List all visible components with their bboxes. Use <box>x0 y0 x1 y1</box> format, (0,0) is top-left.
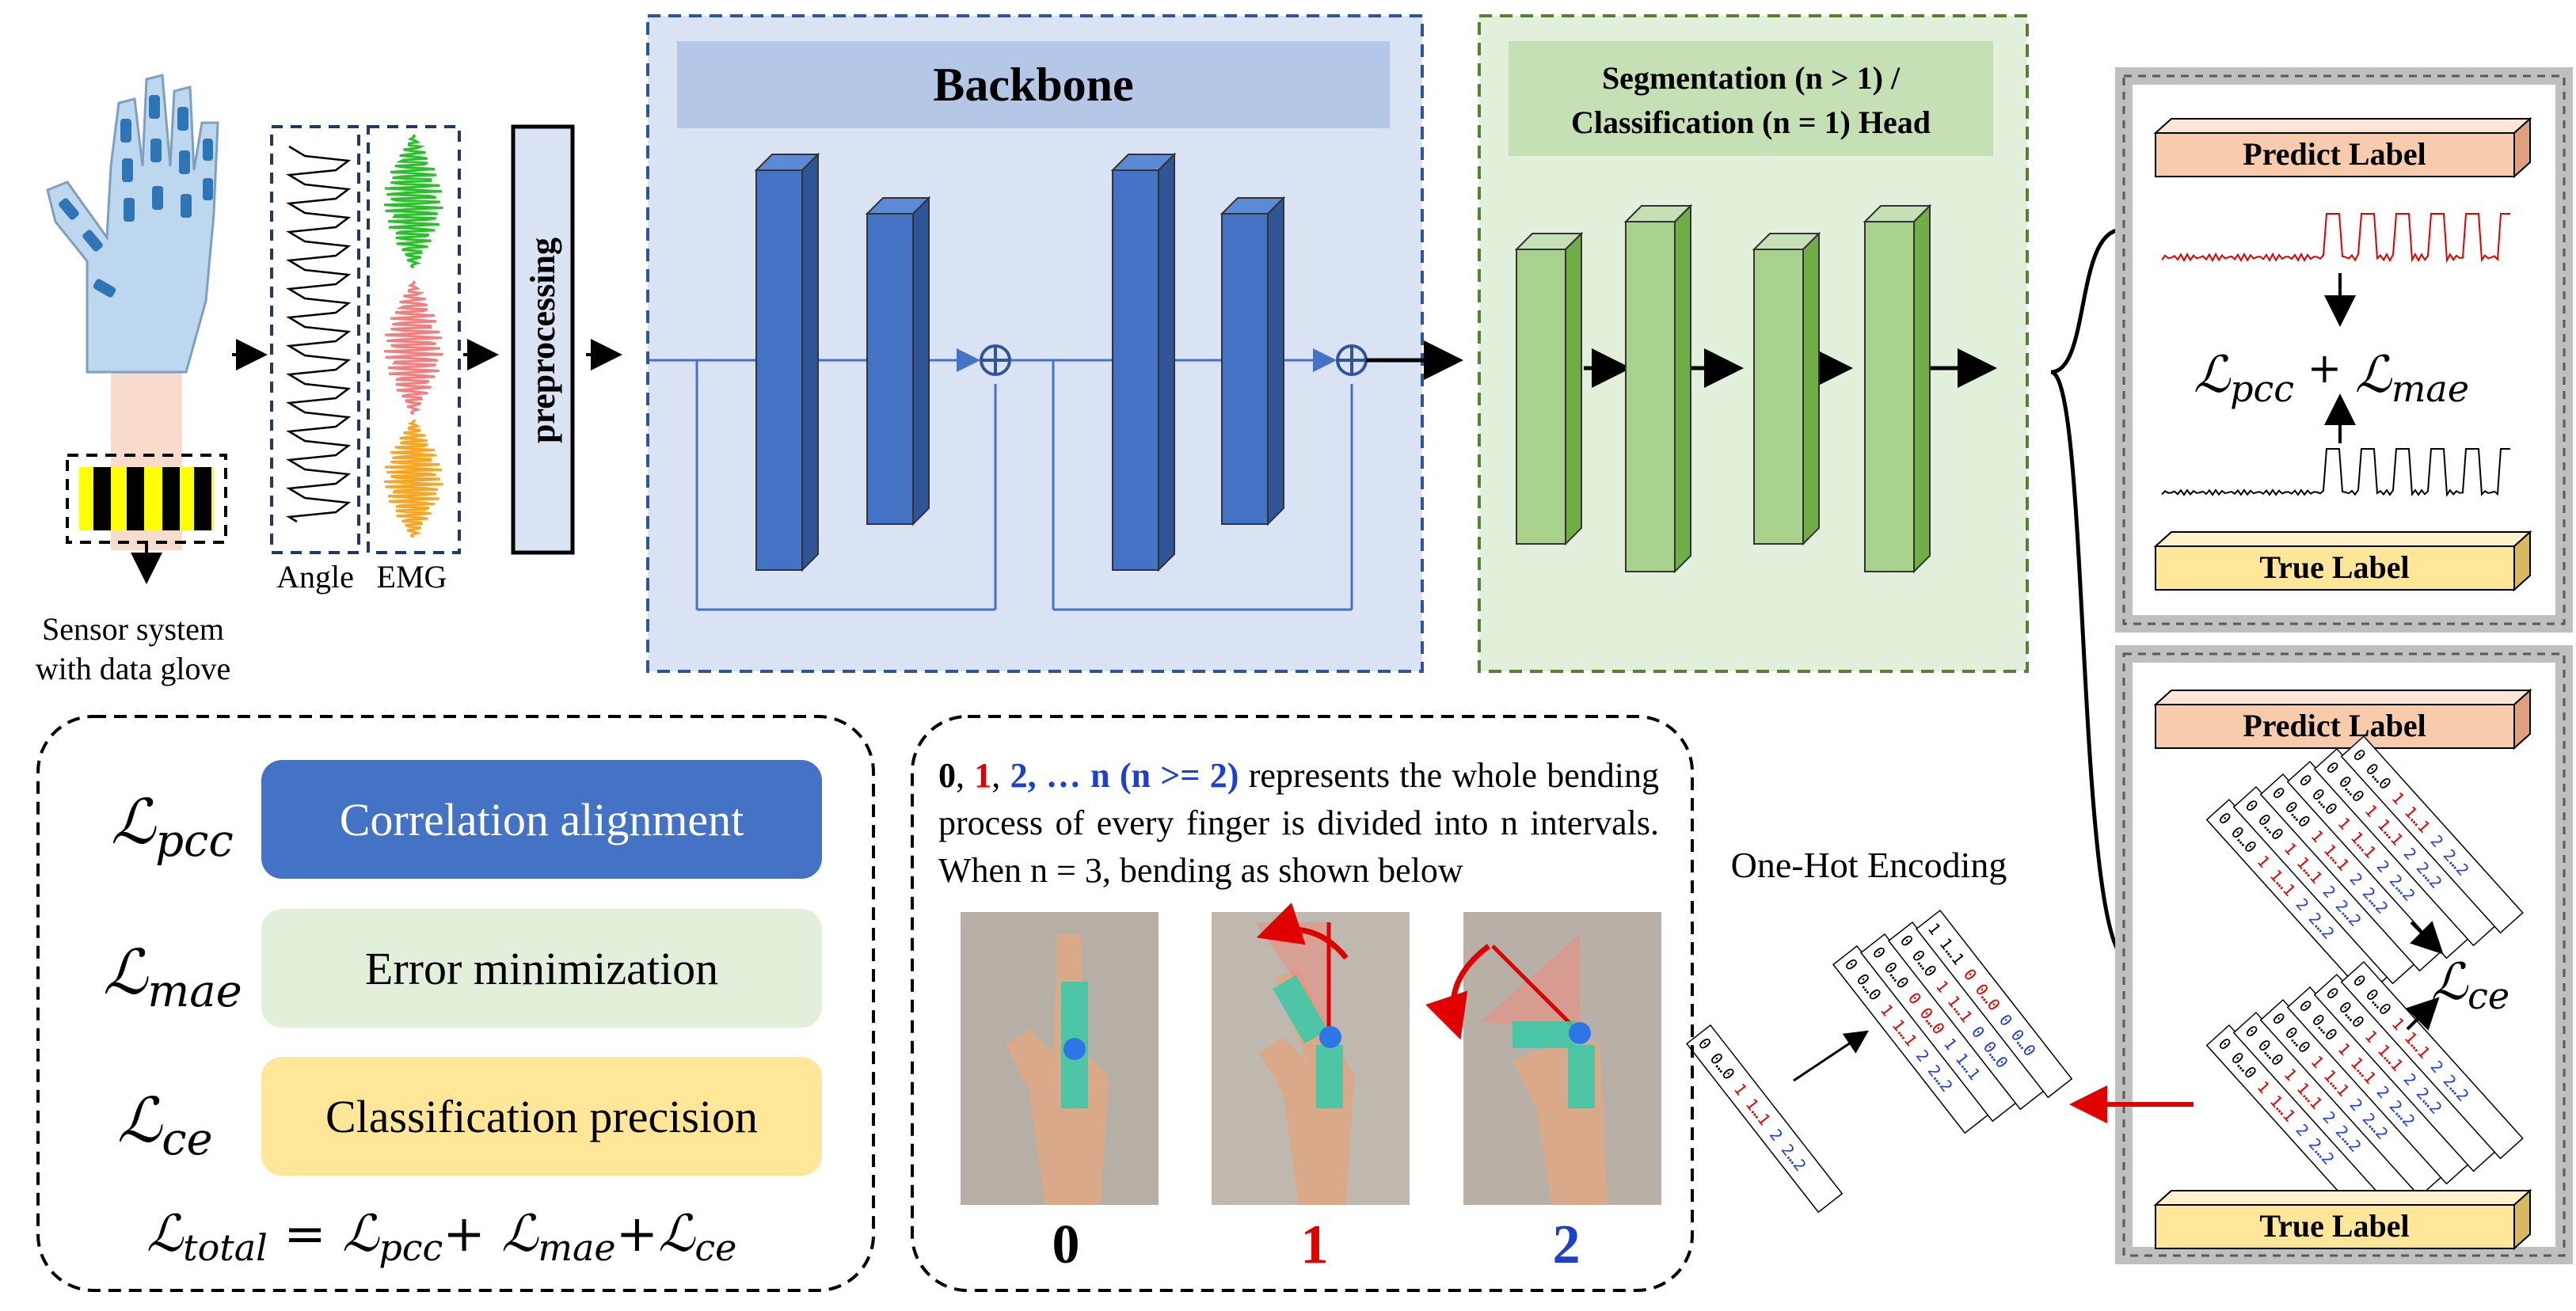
predicted-signal-trace <box>2161 213 2510 264</box>
desc-symbol-0: 0 <box>938 756 956 795</box>
emg-orange-trace <box>383 419 443 538</box>
desc-symbol-1: 1 <box>974 756 992 795</box>
backbone-block-2 <box>865 196 931 526</box>
true-label-bar-top <box>2153 530 2532 592</box>
legend-symbol-mae: ℒmae <box>103 937 242 1017</box>
predict-label-bar-bottom <box>2153 688 2532 750</box>
true-strip-4: 0 0…0 1 1…1 2 2…2 <box>2313 973 2497 1172</box>
true-label-bar-bottom <box>2153 1188 2532 1251</box>
true-label-bottom: True Label <box>2259 1208 2409 1244</box>
predict-label-bar-top <box>2153 116 2532 179</box>
finger-explanation-frame <box>911 715 1694 1292</box>
output-brace <box>2049 227 2131 964</box>
onehot-expand-arrow <box>1793 1030 1869 1082</box>
backbone-blocks <box>754 152 1286 572</box>
finger-photos: 0 1 2 <box>961 902 1661 1275</box>
classification-output-panel: Predict Label 0 0…0 1 1…1 2 2…20 0…0 1 1… <box>2115 645 2573 1264</box>
backbone-block-3 <box>1110 152 1177 572</box>
loss-pcc-mae: ℒpcc + ℒmae <box>2194 345 2469 410</box>
desc-text: represents the whole bending process of … <box>938 756 1660 890</box>
predicted-onehot-stack: 0 0…0 1 1…1 2 2…20 0…0 1 1…1 2 2…20 0…0 … <box>2205 735 2524 998</box>
backbone-block-1 <box>754 152 820 572</box>
emg-green-trace <box>383 134 443 269</box>
pred-strip-3: 0 0…0 1 1…1 2 2…2 <box>2286 760 2470 960</box>
head-module: Segmentation (n > 1) / Classification (n… <box>1478 14 2029 673</box>
legend-symbol-ce: ℒce <box>117 1085 213 1165</box>
desc-symbol-2: 2, … n (n >= 2) <box>1010 756 1239 795</box>
finger-label-0: 0 <box>1052 1214 1080 1275</box>
finger-label-2: 2 <box>1553 1214 1581 1275</box>
pred-strip-1: 0 0…0 1 1…1 2 2…2 <box>2232 785 2416 985</box>
predict-label-top: Predict Label <box>2243 136 2426 172</box>
head-title-line2: Classification (n = 1) Head <box>1571 104 1931 140</box>
true-to-ce-arrow <box>2406 997 2440 1031</box>
backbone-block-4 <box>1220 196 1286 526</box>
preprocessing-box <box>511 124 575 555</box>
regression-frame-dash <box>2122 74 2566 625</box>
head-block-4 <box>1863 203 1932 574</box>
onehot-stacked-strips: 0 0…0 1 1…1 2 2…20 0…0 0 0…0 1 1…10 0…0 … <box>1832 909 2073 1134</box>
one-hot-title: One-Hot Encoding <box>1731 845 2007 885</box>
loss-ce: ℒce <box>2431 953 2509 1017</box>
total-loss-equation: ℒtotal = ℒpcc+ ℒmae+ℒce <box>146 1205 736 1269</box>
bend-arrow-2 <box>1425 944 1491 1040</box>
true-label-top: True Label <box>2259 549 2409 585</box>
predict-label-bottom: Predict Label <box>2243 708 2426 743</box>
head-block-3 <box>1752 231 1821 546</box>
data-glove-illustration: Sensor system with data glove <box>36 74 231 686</box>
joint-0 <box>1064 1038 1086 1060</box>
pred-to-ce-arrow <box>2410 921 2444 955</box>
head-title-line1: Segmentation (n > 1) / <box>1602 60 1901 96</box>
onehot-single-strip: 0 0…0 1 1…1 2 2…2 <box>1686 1024 1844 1214</box>
head-blocks <box>1514 203 1932 574</box>
interval-description: 0, 1, 2, … n (n >= 2) represents the who… <box>938 756 1660 890</box>
add-node-2 <box>1336 344 1368 376</box>
backbone-title: Backbone <box>933 59 1133 111</box>
legend-classification-precision: Classification precision <box>261 1057 822 1176</box>
pred-strip-5: 0 0…0 1 1…1 2 2…2 <box>2340 735 2524 934</box>
emg-electrodes <box>93 467 211 530</box>
onehot-strip-0: 0 0…0 1 1…1 2 2…2 <box>1686 1024 1844 1214</box>
glove-caption-line1: Sensor system <box>42 611 224 647</box>
legend-symbol-pcc: ℒpcc <box>111 787 234 867</box>
backbone-module: Backbone <box>646 14 1424 673</box>
emg-red-trace <box>383 280 443 416</box>
regression-output-panel: Predict Label ℒpcc + ℒmae True Label <box>2115 67 2573 633</box>
head-block-2 <box>1623 203 1693 574</box>
legend-correlation-alignment: Correlation alignment <box>261 760 822 879</box>
head-title-bar <box>1509 41 1993 156</box>
add-node-1 <box>980 344 1011 376</box>
true-strip-3: 0 0…0 1 1…1 2 2…2 <box>2286 986 2470 1185</box>
true-onehot-stack: 0 0…0 1 1…1 2 2…20 0…0 1 1…1 2 2…20 0…0 … <box>2205 960 2524 1223</box>
signals-panel: Angle EMG <box>270 125 461 595</box>
emg-label: EMG <box>377 559 447 595</box>
true-signal-trace <box>2161 448 2510 497</box>
angle-label: Angle <box>276 559 354 595</box>
loss-legend-symbols: ℒpcc ℒmae ℒce ℒtotal = ℒpcc+ ℒmae+ℒce <box>103 787 736 1269</box>
angle-frame <box>270 125 360 554</box>
angle-signal-trace <box>286 145 352 523</box>
glove-sensors <box>59 95 213 298</box>
classification-frame-dash <box>2122 652 2566 1257</box>
joint-1 <box>1319 1026 1341 1048</box>
bend-arrow-1 <box>1256 902 1349 960</box>
head-block-1 <box>1514 231 1584 546</box>
backbone-title-bar <box>677 41 1390 128</box>
joint-2 <box>1569 1022 1591 1044</box>
glove-hand <box>46 74 219 374</box>
glove-caption-line2: with data glove <box>36 651 231 686</box>
legend-error-minimization: Error minimization <box>261 909 822 1028</box>
emg-frame <box>367 125 461 554</box>
preprocessing-label: preprocessing <box>523 238 562 443</box>
loss-legend-frame <box>36 715 875 1292</box>
finger-label-1: 1 <box>1301 1214 1329 1275</box>
